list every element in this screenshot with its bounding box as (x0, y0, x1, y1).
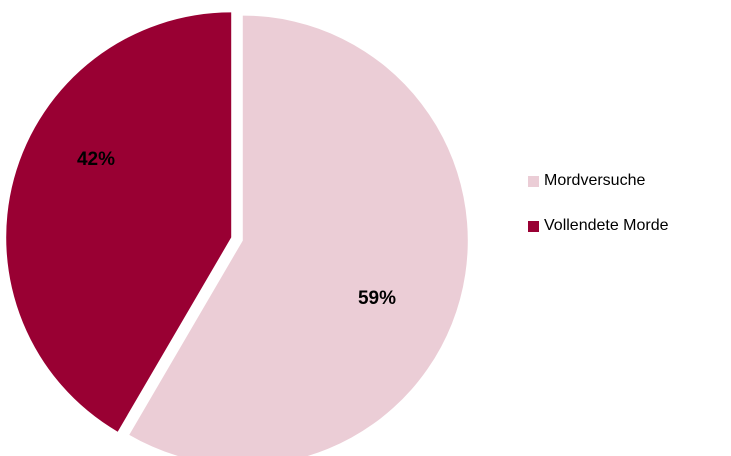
pie-data-labels: 59% 42% (77, 149, 396, 309)
pie-slice-vollendete-morde (6, 12, 232, 432)
data-label-mordversuche: 59% (358, 288, 396, 309)
legend-item-mordversuche: Mordversuche (528, 170, 728, 192)
legend-label-vollendete-morde: Vollendete Morde (544, 217, 669, 234)
legend-swatch-vollendete-morde (528, 220, 539, 232)
legend-item-vollendete-morde: Vollendete Morde (528, 215, 728, 237)
legend-swatch-mordversuche (528, 175, 539, 187)
pie-slice-mordversuche (129, 15, 468, 456)
legend: Mordversuche Vollendete Morde (528, 170, 728, 260)
legend-label-mordversuche: Mordversuche (544, 172, 646, 189)
pie-slices (6, 12, 468, 456)
data-label-vollendete-morde: 42% (77, 149, 115, 170)
